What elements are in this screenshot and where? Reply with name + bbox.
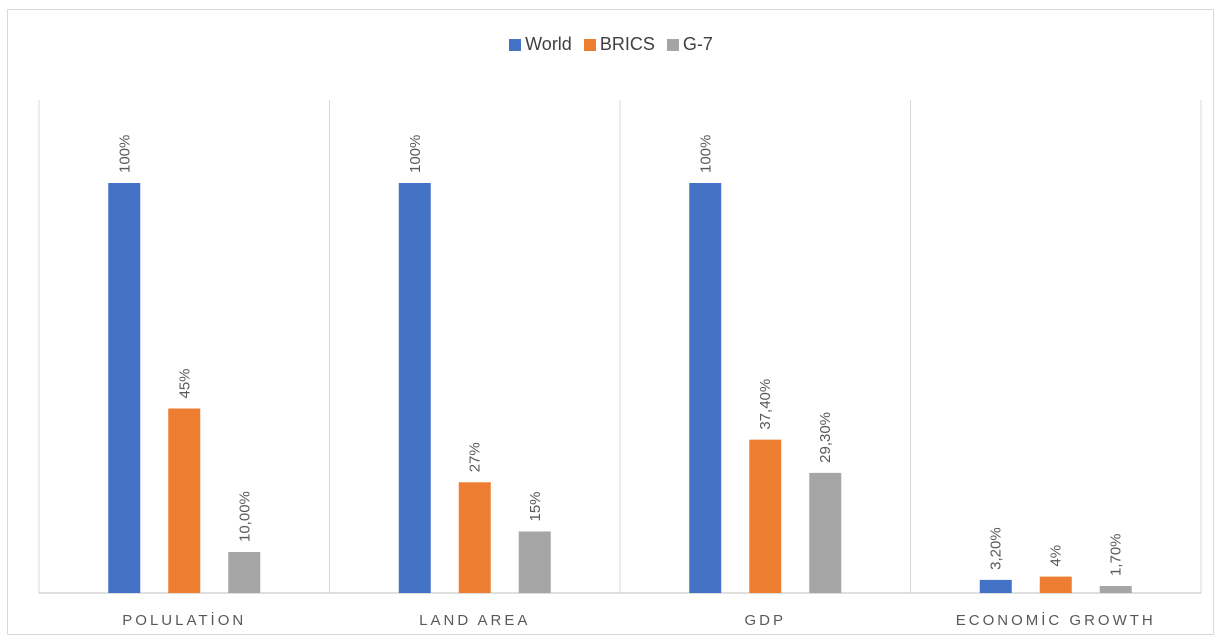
data-label: 3,20%: [988, 527, 1005, 570]
data-label: 1,70%: [1108, 533, 1125, 576]
bar-g-7-2: [809, 472, 842, 593]
bar-brics-1: [458, 482, 491, 593]
data-label: 29,30%: [817, 412, 834, 463]
data-label: 10,00%: [236, 491, 253, 542]
bar-brics-3: [1039, 576, 1072, 593]
data-label: 45%: [176, 368, 193, 398]
bar-brics-0: [168, 408, 201, 593]
bar-world-0: [108, 183, 141, 593]
bar-g-7-1: [518, 531, 551, 593]
data-label: 4%: [1048, 545, 1065, 567]
legend: World BRICS G-7: [0, 34, 1222, 55]
bar-g-7-0: [228, 552, 261, 593]
legend-label-world: World: [525, 34, 572, 54]
legend-item-g7: G-7: [666, 34, 713, 55]
legend-item-world: World: [509, 34, 572, 55]
legend-swatch-g7: [666, 38, 679, 51]
data-label: 15%: [527, 491, 544, 521]
data-label: 100%: [407, 135, 424, 173]
data-label: 27%: [467, 442, 484, 472]
legend-item-brics: BRICS: [583, 34, 655, 55]
data-label: 37,40%: [757, 379, 774, 430]
bar-g-7-3: [1099, 586, 1132, 593]
bar-world-3: [979, 579, 1012, 593]
legend-swatch-world: [509, 38, 522, 51]
bar-brics-2: [749, 439, 782, 593]
legend-label-brics: BRICS: [599, 34, 655, 54]
bar-world-2: [689, 183, 722, 593]
category-label: POLULATİON: [122, 611, 246, 629]
category-label: LAND AREA: [419, 612, 530, 629]
category-label: ECONOMİC GROWTH: [956, 611, 1156, 629]
bar-world-1: [398, 183, 431, 593]
legend-label-g7: G-7: [682, 34, 713, 54]
data-label: 100%: [116, 135, 133, 173]
legend-swatch-brics: [583, 38, 596, 51]
category-label: GDP: [744, 612, 786, 629]
chart-frame: [7, 9, 1214, 635]
data-label: 100%: [697, 135, 714, 173]
